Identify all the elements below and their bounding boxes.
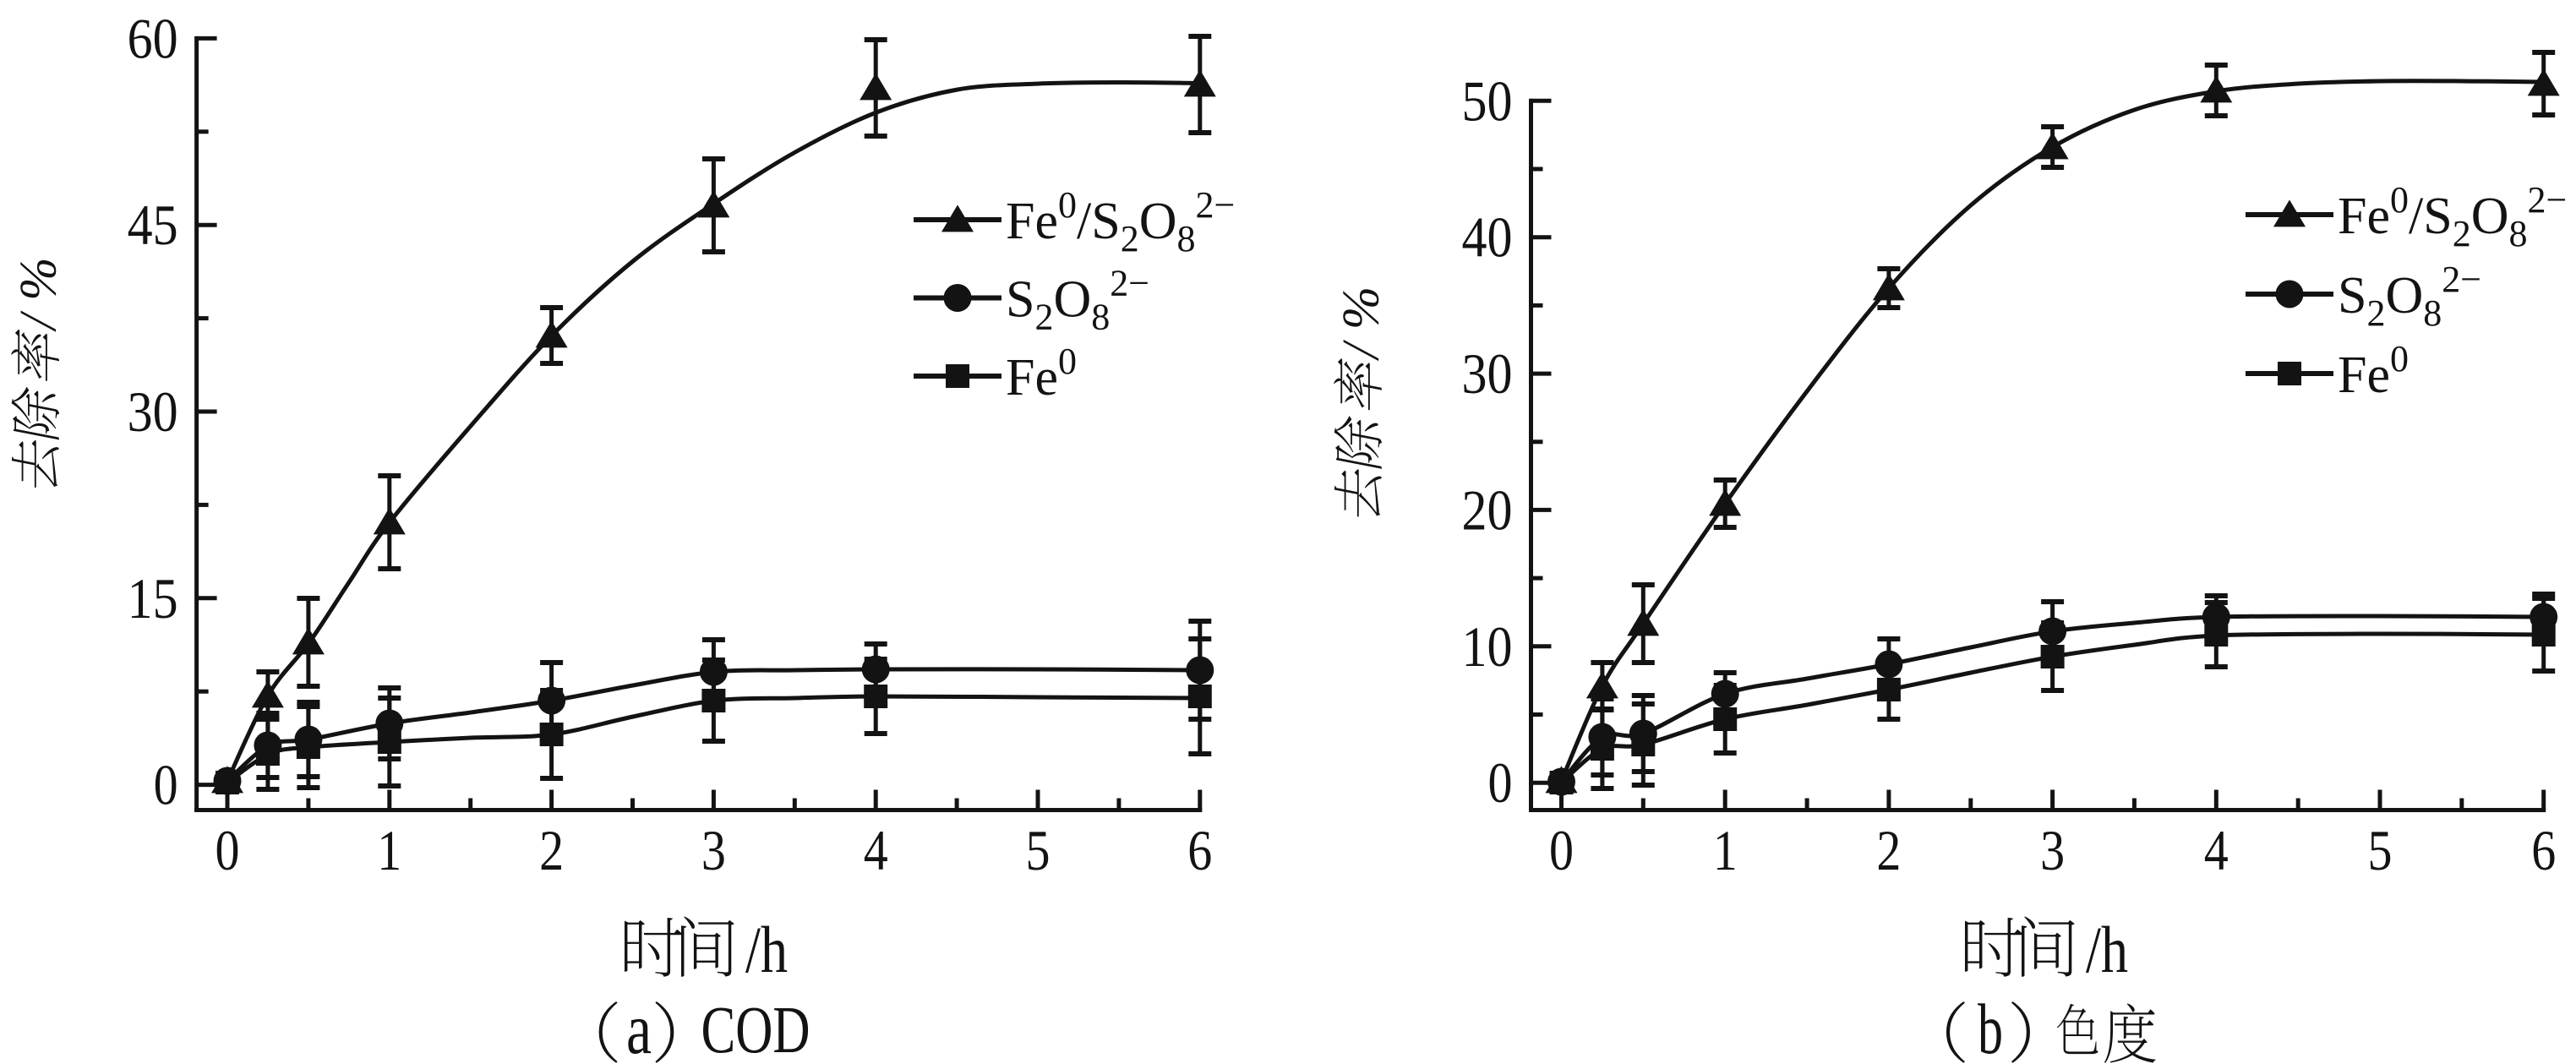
svg-text:10: 10 [1462,614,1513,679]
svg-text:60: 60 [128,6,178,70]
svg-text:0: 0 [1488,750,1513,815]
svg-text:5: 5 [2368,818,2393,882]
svg-text:b: b [1978,990,2003,1064]
svg-text:4: 4 [2204,818,2229,882]
svg-text:15: 15 [128,566,178,630]
svg-text:3: 3 [2040,818,2065,882]
svg-text:3: 3 [701,818,726,882]
svg-text:1: 1 [377,818,401,882]
svg-text:0: 0 [154,753,178,817]
svg-text:/h: /h [2086,913,2128,986]
svg-text:0: 0 [216,818,240,882]
svg-text:6: 6 [1187,818,1212,882]
svg-text:/ %: / % [8,251,67,334]
svg-text:S2O82−: S2O82− [1006,263,1149,338]
svg-text:/h: /h [745,913,788,986]
svg-text:1: 1 [1713,818,1738,882]
svg-text:20: 20 [1462,477,1513,542]
svg-text:6: 6 [2531,818,2556,882]
svg-text:45: 45 [128,193,178,257]
svg-text:a: a [626,988,652,1064]
svg-text:/ %: / % [1331,281,1389,363]
svg-text:30: 30 [1462,341,1513,406]
svg-text:40: 40 [1462,205,1513,270]
svg-text:COD: COD [701,994,810,1064]
svg-text:5: 5 [1026,818,1051,882]
svg-text:2: 2 [539,818,564,882]
svg-text:50: 50 [1462,68,1513,133]
svg-text:30: 30 [128,379,178,444]
svg-text:0: 0 [1549,818,1574,882]
svg-text:4: 4 [864,818,888,882]
svg-text:2: 2 [1876,818,1901,882]
